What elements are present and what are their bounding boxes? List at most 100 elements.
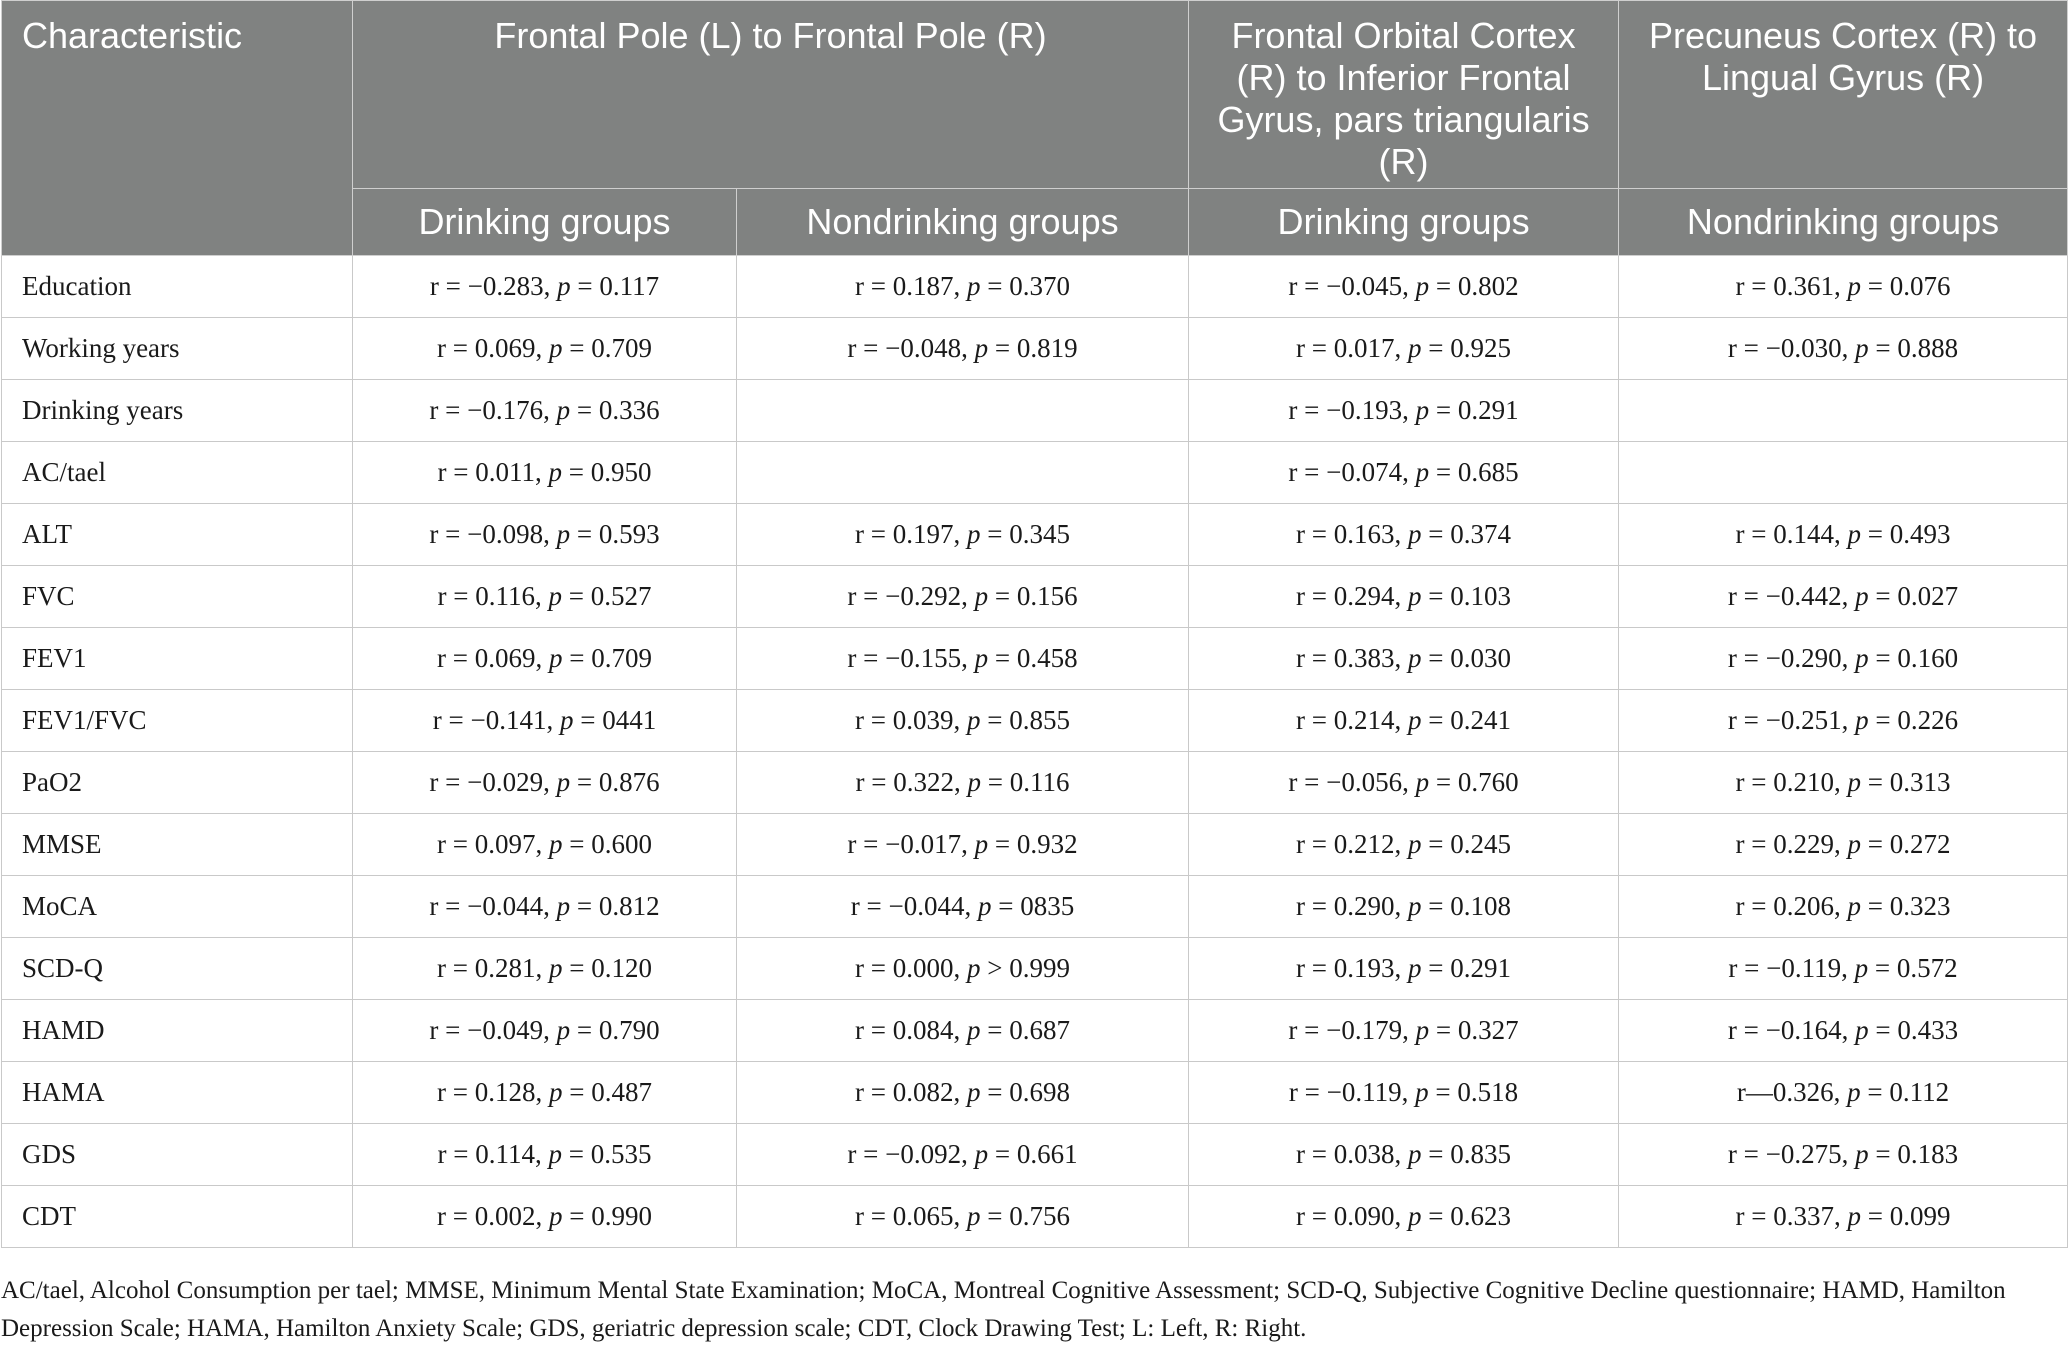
correlation-cell: r = 0.000, p > 0.999	[735, 937, 1190, 1000]
p-symbol: p	[1408, 1139, 1422, 1169]
correlation-cell: r = 0.069, p = 0.709	[352, 627, 737, 690]
correlation-cell: r = 0.017, p = 0.925	[1188, 317, 1620, 380]
p-value: = 0.323	[1861, 891, 1951, 921]
r-part: r = 0.082,	[855, 1077, 967, 1107]
correlation-cell: r = −0.119, p = 0.572	[1618, 937, 2068, 1000]
p-value: = 0.345	[980, 519, 1070, 549]
header-frontal-orbital: Frontal Orbital Cortex (R) to Inferior F…	[1188, 0, 1620, 189]
p-value: = 0.291	[1429, 395, 1519, 425]
r-part: r = 0.294,	[1296, 581, 1408, 611]
r-part: r = −0.030,	[1727, 333, 1856, 363]
r-part: r = 0.000,	[855, 953, 967, 983]
row-label: ALT	[1, 503, 353, 566]
table-row: AC/tael r = 0.011, p = 0.950 r = −0.074, p…	[1, 441, 2068, 504]
correlation-cell: r = 0.281, p = 0.120	[352, 937, 737, 1000]
table-row: GDS r = 0.114, p = 0.535 r = −0.092, p = 0…	[1, 1123, 2068, 1186]
p-value: = 0.374	[1421, 519, 1511, 549]
p-value: = 0835	[991, 891, 1075, 921]
correlation-cell: r = 0.128, p = 0.487	[352, 1061, 737, 1124]
correlation-cell: r = −0.290, p = 0.160	[1618, 627, 2068, 690]
p-symbol: p	[548, 643, 563, 673]
p-value: = 0.527	[561, 581, 652, 611]
correlation-cell: r = 0.069, p = 0.709	[352, 317, 737, 380]
p-value: = 0.572	[1868, 953, 1958, 983]
correlation-cell: r = −0.176, p = 0.336	[352, 379, 737, 442]
p-value: = 0.226	[1868, 705, 1959, 735]
p-value: = 0.487	[562, 1077, 652, 1107]
p-symbol: p	[556, 519, 571, 549]
table-container: Characteristic Frontal Pole (L) to Front…	[1, 0, 2068, 1248]
correlation-cell: r = −0.048, p = 0.819	[735, 317, 1190, 380]
p-value: = 0.030	[1421, 643, 1511, 673]
table-row: FEV1/FVC r = −0.141, p = 0441 r = 0.039, p…	[1, 689, 2068, 752]
p-symbol: p	[1415, 1077, 1429, 1107]
row-label: CDT	[1, 1185, 353, 1248]
p-value: = 0.925	[1421, 333, 1511, 363]
p-symbol: p	[1408, 519, 1422, 549]
correlation-cell: r = −0.092, p = 0.661	[735, 1123, 1190, 1186]
header-characteristic: Characteristic	[1, 0, 353, 256]
r-part: r = −0.092,	[847, 1139, 975, 1169]
r-part: r = −0.292,	[847, 581, 975, 611]
correlation-cell	[735, 379, 1190, 442]
correlation-cell: r = 0.065, p = 0.756	[735, 1185, 1190, 1248]
correlation-cell: r = −0.283, p = 0.117	[352, 255, 737, 318]
correlation-cell: r = −0.056, p = 0.760	[1188, 751, 1620, 814]
p-symbol: p	[1408, 953, 1422, 983]
r-part: r = 0.197,	[855, 519, 967, 549]
correlation-cell	[1618, 379, 2068, 442]
table-row: FEV1 r = 0.069, p = 0.709 r = −0.155, p = …	[1, 627, 2068, 690]
correlation-cell: r = −0.098, p = 0.593	[352, 503, 737, 566]
p-symbol: p	[967, 1077, 981, 1107]
row-label: HAMD	[1, 999, 353, 1062]
subheader-nondrinking-2: Nondrinking groups	[1618, 188, 2068, 256]
correlation-cell: r = −0.049, p = 0.790	[352, 999, 737, 1062]
p-value: = 0.876	[570, 767, 660, 797]
r-part: r = 0.144,	[1735, 519, 1848, 549]
p-value: = 0.183	[1868, 1139, 1959, 1169]
r-part: r = −0.074,	[1288, 457, 1416, 487]
p-symbol: p	[974, 643, 989, 673]
p-value: = 0.245	[1421, 829, 1511, 859]
r-part: r = 0.383,	[1296, 643, 1408, 673]
p-symbol: p	[556, 891, 571, 921]
p-value: = 0.685	[1429, 457, 1519, 487]
p-symbol: p	[977, 891, 992, 921]
r-part: r = −0.176,	[429, 395, 557, 425]
r-part: r = 0.290,	[1296, 891, 1408, 921]
r-part: r = 0.187,	[855, 271, 967, 301]
correlation-cell: r = 0.210, p = 0.313	[1618, 751, 2068, 814]
r-part: r = 0.206,	[1735, 891, 1848, 921]
r-part: r = −0.179,	[1288, 1015, 1416, 1045]
p-value: = 0.990	[562, 1201, 652, 1231]
p-symbol: p	[967, 953, 981, 983]
p-symbol: p	[1847, 1077, 1861, 1107]
row-label: FEV1/FVC	[1, 689, 353, 752]
p-symbol: p	[1855, 1139, 1869, 1169]
r-part: r = −0.056,	[1288, 767, 1416, 797]
r-part: r = −0.045,	[1288, 271, 1416, 301]
correlation-cell: r = 0.361, p = 0.076	[1618, 255, 2068, 318]
correlation-cell: r—0.326, p = 0.112	[1618, 1061, 2068, 1124]
p-symbol: p	[1847, 829, 1862, 859]
p-symbol: p	[548, 333, 563, 363]
p-symbol: p	[1847, 271, 1862, 301]
correlation-cell: r = −0.074, p = 0.685	[1188, 441, 1620, 504]
table-row: PaO2 r = −0.029, p = 0.876 r = 0.322, p = …	[1, 751, 2068, 814]
correlation-cell: r = −0.045, p = 0.802	[1188, 255, 1620, 318]
correlation-cell: r = 0.090, p = 0.623	[1188, 1185, 1620, 1248]
r-part: r = −0.283,	[429, 271, 558, 301]
correlation-cell: r = −0.179, p = 0.327	[1188, 999, 1620, 1062]
p-value: = 0.313	[1861, 767, 1951, 797]
r-part: r = −0.098,	[429, 519, 557, 549]
correlation-cell	[735, 441, 1190, 504]
r-part: r = 0.017,	[1296, 333, 1408, 363]
table-row: MoCA r = −0.044, p = 0.812 r = −0.044, p =…	[1, 875, 2068, 938]
p-value: = 0.600	[562, 829, 652, 859]
p-value: = 0.535	[561, 1139, 652, 1169]
p-symbol: p	[1415, 1015, 1430, 1045]
p-value: = 0.709	[562, 333, 652, 363]
p-value: = 0.160	[1868, 643, 1959, 673]
correlation-cell: r = −0.044, p = 0835	[735, 875, 1190, 938]
correlation-cell: r = 0.187, p = 0.370	[735, 255, 1190, 318]
